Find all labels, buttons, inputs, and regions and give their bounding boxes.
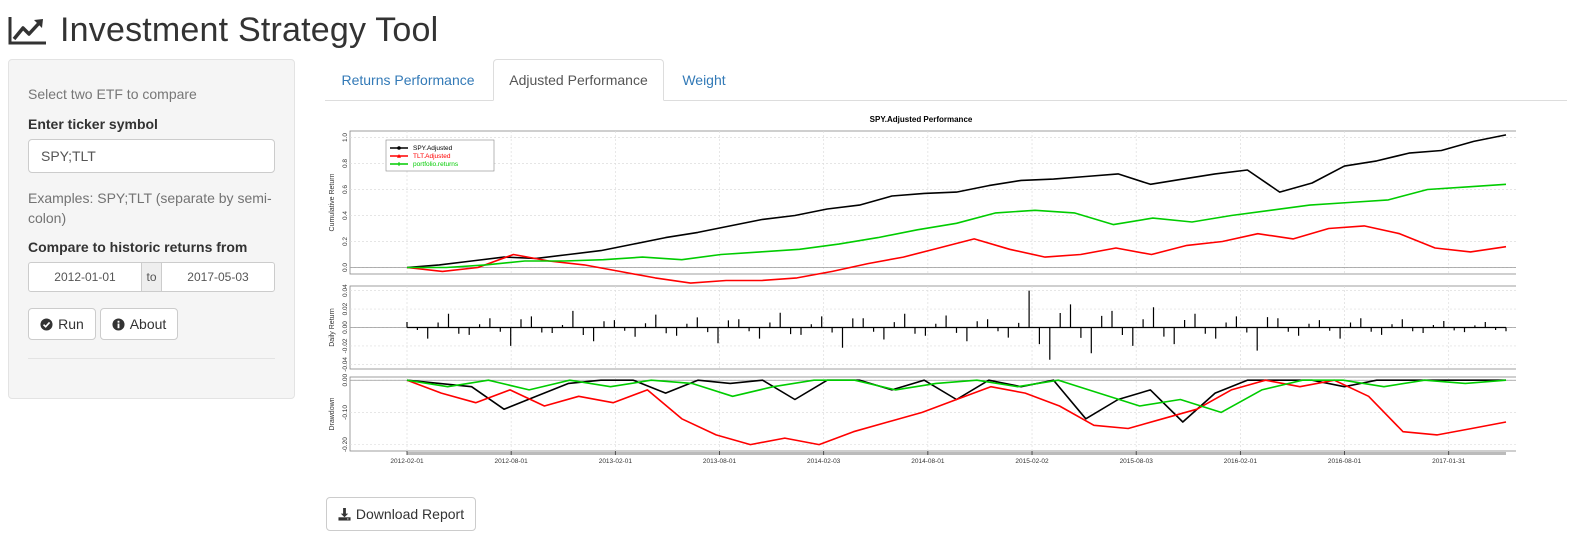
tab-returns-performance[interactable]: Returns Performance — [341, 71, 475, 88]
run-button[interactable]: Run — [28, 308, 96, 340]
y-tick-label: -0.10 — [342, 405, 349, 420]
run-button-label: Run — [58, 316, 84, 332]
x-tick-label: 2015-08-03 — [1120, 458, 1154, 465]
panel-frame — [349, 376, 1516, 452]
sidebar-divider — [28, 358, 275, 359]
y-tick-label: 0.4 — [342, 211, 349, 220]
legend-entry: portfolio.returns — [413, 161, 459, 168]
y-tick-label: 0.00 — [342, 321, 349, 334]
y-tick-label: 0.00 — [342, 374, 349, 387]
download-report-label: Download Report — [355, 506, 465, 522]
app-header: Investment Strategy Tool — [8, 8, 438, 52]
intro-text: Select two ETF to compare — [28, 86, 197, 102]
y-tick-label: 0.6 — [342, 185, 349, 194]
tab-weight[interactable]: Weight — [682, 71, 726, 88]
legend-marker — [397, 162, 401, 166]
download-icon — [338, 507, 351, 521]
ticker-label: Enter ticker symbol — [28, 116, 158, 132]
x-tick-label: 2013-08-01 — [703, 458, 737, 465]
start-date-input[interactable] — [28, 262, 142, 292]
date-separator: to — [142, 262, 161, 292]
x-tick-label: 2015-02-02 — [1015, 458, 1049, 465]
x-tick-label: 2012-02-01 — [390, 458, 424, 465]
info-circle-icon — [112, 317, 125, 331]
series-tlt-adjusted — [406, 379, 1507, 446]
tab-bar: Returns Performance Adjusted Performance… — [325, 59, 1567, 101]
end-date-input[interactable] — [161, 262, 275, 292]
x-tick-label: 2013-02-01 — [599, 458, 633, 465]
chart-panel-drawdown: 0.00 -0.10 -0.20 Drawdown — [329, 374, 1516, 452]
y-tick-label: 0.2 — [342, 237, 349, 246]
about-button-label: About — [129, 316, 167, 332]
chart-title: SPY.Adjusted Performance — [870, 115, 973, 124]
performance-chart: SPY.Adjusted Performance 1.0 0.8 0.6 0.4 0.2… — [329, 115, 1516, 465]
x-axis-strip — [407, 452, 1506, 455]
series-portfolio-returns — [406, 379, 1507, 414]
sidebar-panel: Select two ETF to compare Enter ticker s… — [8, 59, 295, 399]
y-axis-label: Daily Return — [329, 308, 336, 347]
ticker-help-text: Examples: SPY;TLT (separate by semi-colo… — [28, 190, 272, 226]
x-tick-label: 2014-02-03 — [807, 458, 841, 465]
chart-panel-daily-return: 0.04 0.02 0.00 -0.02 -0.04 Daily Return — [329, 284, 1516, 372]
y-tick-label: 1.0 — [342, 133, 349, 142]
x-tick-label: 2012-08-01 — [495, 458, 529, 465]
tab-adjusted-performance[interactable]: Adjusted Performance — [493, 59, 664, 101]
series-spy-adjusted — [406, 290, 1507, 360]
line-chart-icon — [8, 17, 46, 45]
download-report-button[interactable]: Download Report — [326, 497, 476, 531]
y-tick-label: 0.04 — [342, 284, 349, 297]
y-tick-label: 0.02 — [342, 302, 349, 315]
legend-marker — [397, 154, 401, 158]
series-spy-adjusted — [406, 134, 1507, 269]
ticker-input[interactable] — [28, 139, 275, 173]
x-tick-label: 2014-08-01 — [911, 458, 945, 465]
y-tick-label: -0.02 — [342, 338, 349, 353]
date-range-label: Compare to historic returns from — [28, 239, 248, 255]
y-tick-label: 0.8 — [342, 159, 349, 168]
about-button[interactable]: About — [100, 308, 178, 340]
date-range-input: to — [28, 262, 275, 292]
y-tick-label: 0.0 — [342, 263, 349, 272]
y-tick-label: -0.04 — [342, 357, 349, 372]
page-title: Investment Strategy Tool — [60, 10, 439, 49]
y-axis-label: Drawdown — [329, 397, 336, 430]
legend-entry: TLT.Adjusted — [413, 153, 451, 160]
y-tick-label: -0.20 — [342, 437, 349, 452]
x-tick-label: 2016-08-01 — [1328, 458, 1362, 465]
x-tick-label: 2016-02-01 — [1224, 458, 1258, 465]
series-portfolio-returns — [407, 183, 1507, 269]
check-circle-icon — [40, 317, 53, 331]
legend-entry: SPY.Adjusted — [413, 145, 453, 152]
series-tlt-adjusted — [406, 225, 1507, 284]
y-axis-label: Cumulative Return — [329, 173, 336, 231]
x-tick-label: 2017-01-31 — [1432, 458, 1466, 465]
legend-marker — [397, 146, 401, 150]
chart-panel-cumulative-return: 1.0 0.8 0.6 0.4 0.2 0.0 Cumulative Return — [329, 130, 1516, 284]
